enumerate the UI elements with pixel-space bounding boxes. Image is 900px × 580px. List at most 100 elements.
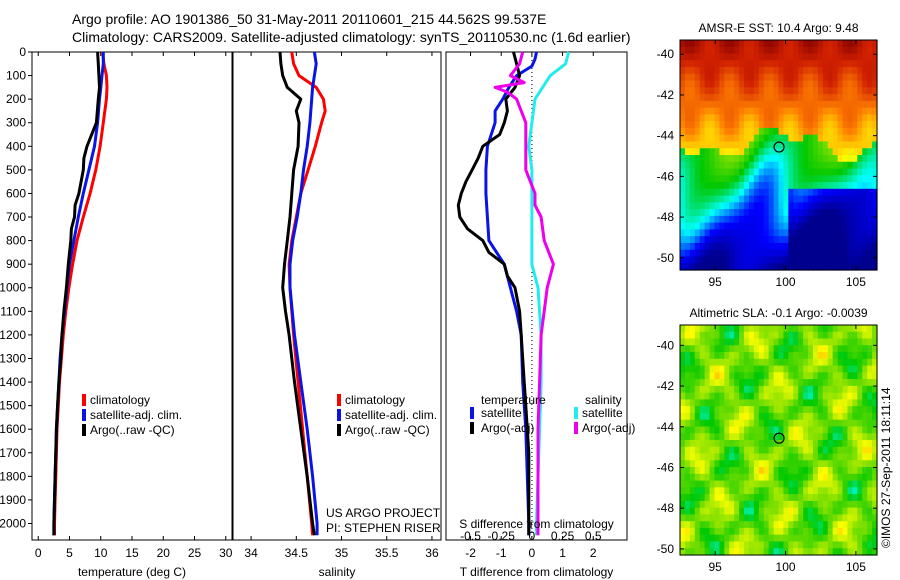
heatmap-cell bbox=[773, 325, 780, 333]
heatmap-cell bbox=[704, 168, 711, 176]
heatmap-cell bbox=[793, 494, 799, 502]
heatmap-cell bbox=[744, 541, 750, 549]
heatmap-cell bbox=[857, 249, 863, 258]
heatmap-cell bbox=[793, 365, 799, 373]
heatmap-cell bbox=[803, 440, 809, 448]
heatmap-cell bbox=[694, 392, 701, 401]
heatmap-cell bbox=[778, 73, 785, 82]
heatmap-cell bbox=[837, 73, 844, 82]
heatmap-cell bbox=[803, 141, 809, 149]
heatmap-cell bbox=[862, 480, 868, 488]
heatmap-cell bbox=[852, 352, 858, 360]
heatmap-cell bbox=[704, 141, 711, 149]
heatmap-cell bbox=[837, 80, 844, 88]
heatmap-cell bbox=[832, 406, 839, 414]
x-tick-label: -1 bbox=[496, 546, 507, 560]
heatmap-cell bbox=[803, 514, 809, 522]
heatmap-cell bbox=[680, 426, 686, 434]
heatmap-cell bbox=[852, 188, 858, 197]
heatmap-cell bbox=[827, 114, 834, 122]
heatmap-cell bbox=[778, 188, 785, 197]
heatmap-cell bbox=[842, 521, 849, 529]
heatmap-cell bbox=[689, 155, 696, 163]
heatmap-cell bbox=[709, 460, 716, 468]
heatmap-cell bbox=[862, 331, 868, 340]
heatmap-cell bbox=[763, 406, 770, 414]
y-tick-label: 300 bbox=[6, 116, 26, 130]
heatmap-cell bbox=[768, 365, 775, 373]
heatmap-cell bbox=[744, 453, 750, 461]
heatmap-cell bbox=[793, 500, 799, 509]
heatmap-cell bbox=[808, 446, 814, 455]
heatmap-cell bbox=[783, 155, 789, 163]
heatmap-cell bbox=[872, 433, 878, 441]
heatmap-cell bbox=[857, 229, 863, 237]
heatmap-cell bbox=[842, 168, 849, 176]
heatmap-cell bbox=[719, 433, 725, 441]
heatmap-cell bbox=[798, 365, 804, 373]
heatmap-cell bbox=[857, 67, 863, 75]
heatmap-cell bbox=[734, 345, 740, 353]
heatmap-cell bbox=[847, 161, 853, 170]
heatmap-cell bbox=[689, 345, 696, 353]
heatmap-cell bbox=[744, 87, 750, 95]
heatmap-cell bbox=[734, 100, 740, 109]
x-tick-label: -2 bbox=[465, 546, 476, 560]
heatmap-cell bbox=[758, 507, 765, 516]
heatmap-cell bbox=[719, 460, 725, 468]
heatmap-cell bbox=[827, 392, 834, 401]
heatmap-cell bbox=[822, 507, 829, 516]
heatmap-cell bbox=[812, 433, 819, 441]
heatmap-cell bbox=[793, 453, 799, 461]
heatmap-cell bbox=[729, 73, 735, 82]
heatmap-cell bbox=[872, 426, 878, 434]
y-tick-label: -46 bbox=[657, 460, 675, 474]
heatmap-cell bbox=[729, 229, 735, 237]
x-tick-label: 15 bbox=[125, 546, 139, 560]
heatmap-cell bbox=[788, 521, 794, 529]
heatmap-cell bbox=[778, 358, 785, 367]
legend-title-temperature: temperature bbox=[481, 393, 546, 407]
heatmap-cell bbox=[808, 325, 814, 333]
heatmap-cell bbox=[768, 73, 775, 82]
heatmap-cell bbox=[758, 114, 765, 122]
heatmap-cell bbox=[724, 242, 730, 251]
heatmap-cell bbox=[847, 175, 853, 183]
heatmap-cell bbox=[773, 487, 780, 495]
heatmap-cell bbox=[827, 141, 834, 149]
heatmap-cell bbox=[724, 236, 730, 244]
heatmap-cell bbox=[684, 182, 691, 190]
heatmap-cell bbox=[852, 134, 858, 143]
heatmap-cell bbox=[773, 40, 780, 48]
heatmap-cell bbox=[798, 46, 804, 55]
heatmap-cell bbox=[788, 80, 794, 88]
heatmap-cell bbox=[783, 53, 789, 61]
heatmap-cell bbox=[867, 494, 873, 502]
heatmap-cell bbox=[714, 480, 720, 488]
heatmap-cell bbox=[714, 338, 720, 346]
heatmap-cell bbox=[773, 53, 780, 61]
heatmap-cell bbox=[832, 215, 839, 224]
heatmap-cell bbox=[689, 209, 696, 217]
heatmap-cell bbox=[847, 534, 853, 543]
heatmap-cell bbox=[689, 236, 696, 244]
heatmap-cell bbox=[812, 365, 819, 373]
heatmap-cell bbox=[694, 141, 701, 149]
heatmap-cell bbox=[719, 338, 725, 346]
heatmap-cell bbox=[822, 188, 829, 197]
heatmap-cell bbox=[748, 195, 755, 203]
heatmap-cell bbox=[832, 446, 839, 455]
heatmap-cell bbox=[744, 256, 750, 264]
heatmap-cell bbox=[783, 236, 789, 244]
heatmap-cell bbox=[817, 141, 824, 149]
heatmap-cell bbox=[842, 406, 849, 414]
heatmap-cell bbox=[872, 80, 878, 88]
heatmap-cell bbox=[847, 60, 853, 68]
heatmap-cell bbox=[694, 148, 701, 156]
heatmap-cell bbox=[714, 100, 720, 109]
heatmap-cell bbox=[724, 168, 730, 176]
heatmap-cell bbox=[684, 514, 691, 522]
heatmap-cell bbox=[704, 500, 711, 509]
heatmap-cell bbox=[680, 242, 686, 251]
heatmap-cell bbox=[753, 94, 760, 102]
